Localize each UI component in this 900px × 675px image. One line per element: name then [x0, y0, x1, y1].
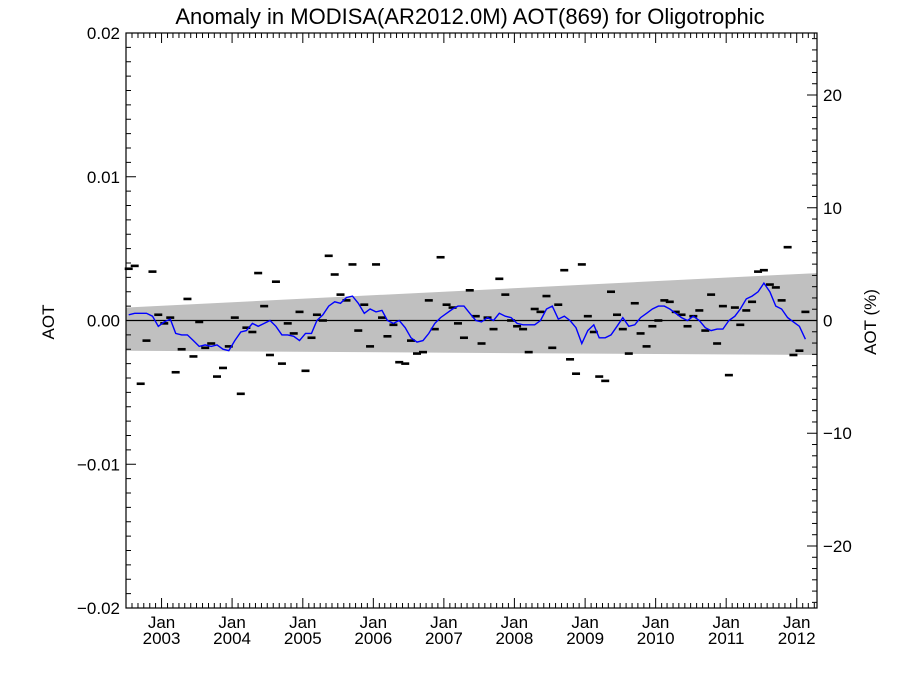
left-tick-label: −0.01: [77, 455, 120, 474]
right-axis-label: AOT (%): [861, 289, 880, 355]
x-tick-month-label: Jan: [360, 613, 387, 632]
x-tick-year-label: 2003: [143, 629, 181, 648]
x-tick-month-label: Jan: [712, 613, 739, 632]
x-tick-year-label: 2005: [284, 629, 322, 648]
x-tick-month-label: Jan: [501, 613, 528, 632]
x-tick-month-label: Jan: [289, 613, 316, 632]
x-tick-year-label: 2011: [708, 629, 745, 648]
x-tick-year-label: 2010: [637, 629, 675, 648]
right-y-axis: −20 −10 0 10 20: [807, 38, 852, 603]
x-tick-year-label: 2012: [778, 629, 816, 648]
x-tick-month-label: Jan: [783, 613, 810, 632]
x-tick-month-label: Jan: [642, 613, 669, 632]
x-tick-month-label: Jan: [148, 613, 175, 632]
left-tick-label: 0.00: [87, 312, 120, 331]
left-tick-label: −0.02: [77, 599, 120, 618]
left-tick-label: 0.01: [87, 168, 120, 187]
x-tick-year-label: 2007: [425, 629, 463, 648]
right-tick-label: 10: [823, 199, 842, 218]
right-tick-label: 0: [823, 312, 832, 331]
left-tick-label: 0.02: [87, 24, 120, 43]
x-tick-month-label: Jan: [218, 613, 245, 632]
x-axis: Jan2003Jan2004Jan2005Jan2006Jan2007Jan20…: [125, 33, 816, 648]
x-tick-year-label: 2006: [354, 629, 392, 648]
right-tick-label: 20: [823, 86, 842, 105]
monthly-anomaly-series: [124, 245, 810, 396]
smoothed-series-line: [128, 281, 807, 352]
x-tick-year-label: 2004: [213, 629, 251, 648]
x-tick-year-label: 2009: [566, 629, 604, 648]
left-axis-label: AOT: [39, 305, 58, 340]
x-tick-month-label: Jan: [430, 613, 457, 632]
plot-area: [124, 32, 818, 609]
x-tick-month-label: Jan: [571, 613, 598, 632]
x-tick-year-label: 2008: [495, 629, 533, 648]
left-y-axis: −0.02 −0.01 0.00 0.01 0.02: [77, 24, 136, 618]
chart-title: Anomaly in MODISA(AR2012.0M) AOT(869) fo…: [175, 4, 764, 29]
right-tick-label: −20: [823, 537, 852, 556]
right-tick-label: −10: [823, 424, 852, 443]
